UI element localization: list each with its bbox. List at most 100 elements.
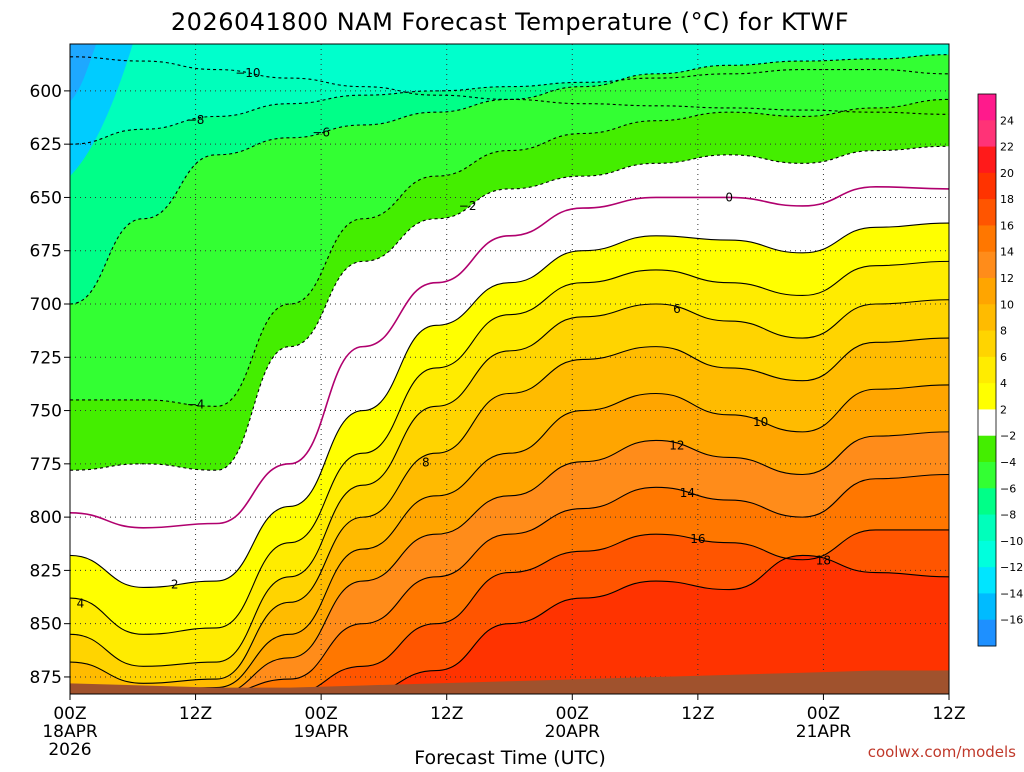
y-tick-label: 775 xyxy=(30,455,62,475)
colorbar-swatch xyxy=(978,383,996,410)
colorbar-label: 2 xyxy=(1000,403,1007,416)
credit-text: coolwx.com/models xyxy=(868,743,1016,761)
isotherm-label: 16 xyxy=(690,532,705,546)
x-tick-date: 20APR xyxy=(545,722,601,742)
colorbar-frame xyxy=(977,93,997,647)
colorbar-label: 22 xyxy=(1000,141,1014,154)
isotherm-line xyxy=(70,384,949,693)
colorbar-label: 18 xyxy=(1000,193,1014,206)
isotherm-label: −10 xyxy=(235,66,260,80)
colorbar-label: −10 xyxy=(1000,535,1023,548)
isotherm-label: 18 xyxy=(816,553,831,567)
isotherm-label: 12 xyxy=(669,438,684,452)
isotherm-line xyxy=(70,222,949,588)
terrain-ground xyxy=(70,670,949,694)
colorbar-swatch xyxy=(978,356,996,384)
plot-frame xyxy=(69,43,950,695)
colorbar-swatch xyxy=(978,172,996,200)
y-tick-label: 725 xyxy=(30,348,62,368)
colorbar: 24 22 20 18 16 14 12 10 8 6 4 2 −2 −4 −6 −8 −10 −12 −14 −16 xyxy=(977,93,1023,647)
y-tick-label: 850 xyxy=(30,615,62,635)
colorbar-label: 12 xyxy=(1000,272,1014,285)
x-tick-label: 12Z xyxy=(430,704,463,724)
colorbar-swatch xyxy=(978,120,996,148)
colorbar-swatch xyxy=(978,330,996,358)
y-tick-label: 675 xyxy=(30,242,62,262)
isotherm-label: 6 xyxy=(673,302,681,316)
colorbar-swatch xyxy=(978,199,996,226)
colorbar-swatch xyxy=(978,278,996,305)
colorbar-label: −8 xyxy=(1000,509,1016,522)
colorbar-swatch xyxy=(978,94,996,121)
colorbar-swatch xyxy=(978,251,996,279)
y-tick-label: 825 xyxy=(30,561,62,581)
y-tick-label: 600 xyxy=(30,82,62,102)
colorbar-label: 8 xyxy=(1000,325,1007,338)
isotherm-label: 8 xyxy=(422,455,430,469)
isotherm-line xyxy=(70,54,949,305)
isotherm-label: 10 xyxy=(753,415,768,429)
x-tick-label: 00Z xyxy=(556,704,589,724)
isotherm-line xyxy=(70,554,949,694)
x-tick-date: 21APR xyxy=(796,722,852,742)
y-tick-label: 650 xyxy=(30,188,62,208)
plot-area: −10 −8 −6 −4 −2 0 2 4 6 8 10 12 14 16 18 xyxy=(70,44,949,694)
y-tick-label: 750 xyxy=(30,402,62,422)
x-tick-label: 00Z xyxy=(807,704,840,724)
temperature-band xyxy=(70,44,97,102)
isotherm-label: 14 xyxy=(680,486,695,500)
colorbar-label: 14 xyxy=(1000,246,1014,259)
colorbar-swatch xyxy=(978,462,996,489)
x-axis-label: Forecast Time (UTC) xyxy=(414,747,605,768)
colorbar-label: 4 xyxy=(1000,377,1007,390)
colorbar-label: 16 xyxy=(1000,219,1014,232)
colorbar-swatch xyxy=(978,409,996,437)
colorbar-label: 6 xyxy=(1000,351,1007,364)
y-tick-label: 800 xyxy=(30,508,62,528)
isotherm-label: 4 xyxy=(77,596,85,610)
x-tick-label: 12Z xyxy=(681,704,714,724)
x-tick-label: 12Z xyxy=(932,704,965,724)
colorbar-swatch xyxy=(978,435,996,463)
colorbar-label: 24 xyxy=(1000,114,1014,127)
isotherm-line xyxy=(70,185,949,529)
y-tick-label: 625 xyxy=(30,135,62,155)
colorbar-label: −2 xyxy=(1000,430,1016,443)
chart-title: 2026041800 NAM Forecast Temperature (°C)… xyxy=(171,8,849,36)
x-tick-label: 00Z xyxy=(305,704,338,724)
colorbar-swatch xyxy=(978,488,996,516)
colorbar-label: −6 xyxy=(1000,482,1016,495)
isotherm-label: −8 xyxy=(187,113,205,127)
colorbar-label: −4 xyxy=(1000,456,1016,469)
colorbar-label: 10 xyxy=(1000,298,1014,311)
isotherm-line xyxy=(70,145,949,471)
colorbar-swatch xyxy=(978,593,996,621)
isotherm-line xyxy=(70,260,949,635)
x-tick-date: 19APR xyxy=(293,722,349,742)
temperature-band xyxy=(70,44,133,177)
colorbar-swatch xyxy=(978,619,996,647)
x-tick-year: 2026 xyxy=(48,740,91,760)
colorbar-label: −16 xyxy=(1000,614,1023,627)
isotherm-label: 0 xyxy=(725,190,733,204)
colorbar-swatch xyxy=(978,540,996,568)
x-tick-label: 00Z xyxy=(53,704,86,724)
x-tick-label: 12Z xyxy=(179,704,212,724)
x-tick-date: 18APR xyxy=(42,722,98,742)
isotherm-line xyxy=(70,69,949,145)
colorbar-swatch xyxy=(978,225,996,253)
isotherm-label: −2 xyxy=(459,199,477,213)
colorbar-swatch xyxy=(978,146,996,174)
colorbar-swatch xyxy=(978,514,996,542)
colorbar-swatch xyxy=(978,567,996,594)
colorbar-label: −14 xyxy=(1000,587,1023,600)
isotherm-label: 2 xyxy=(171,578,179,592)
y-tick-label: 875 xyxy=(30,668,62,688)
isotherm-line xyxy=(70,299,949,667)
colorbar-label: −12 xyxy=(1000,561,1023,574)
isotherm-line xyxy=(70,337,949,684)
colorbar-swatch xyxy=(978,304,996,332)
y-tick-label: 700 xyxy=(30,295,62,315)
isotherm-label: −4 xyxy=(187,397,205,411)
